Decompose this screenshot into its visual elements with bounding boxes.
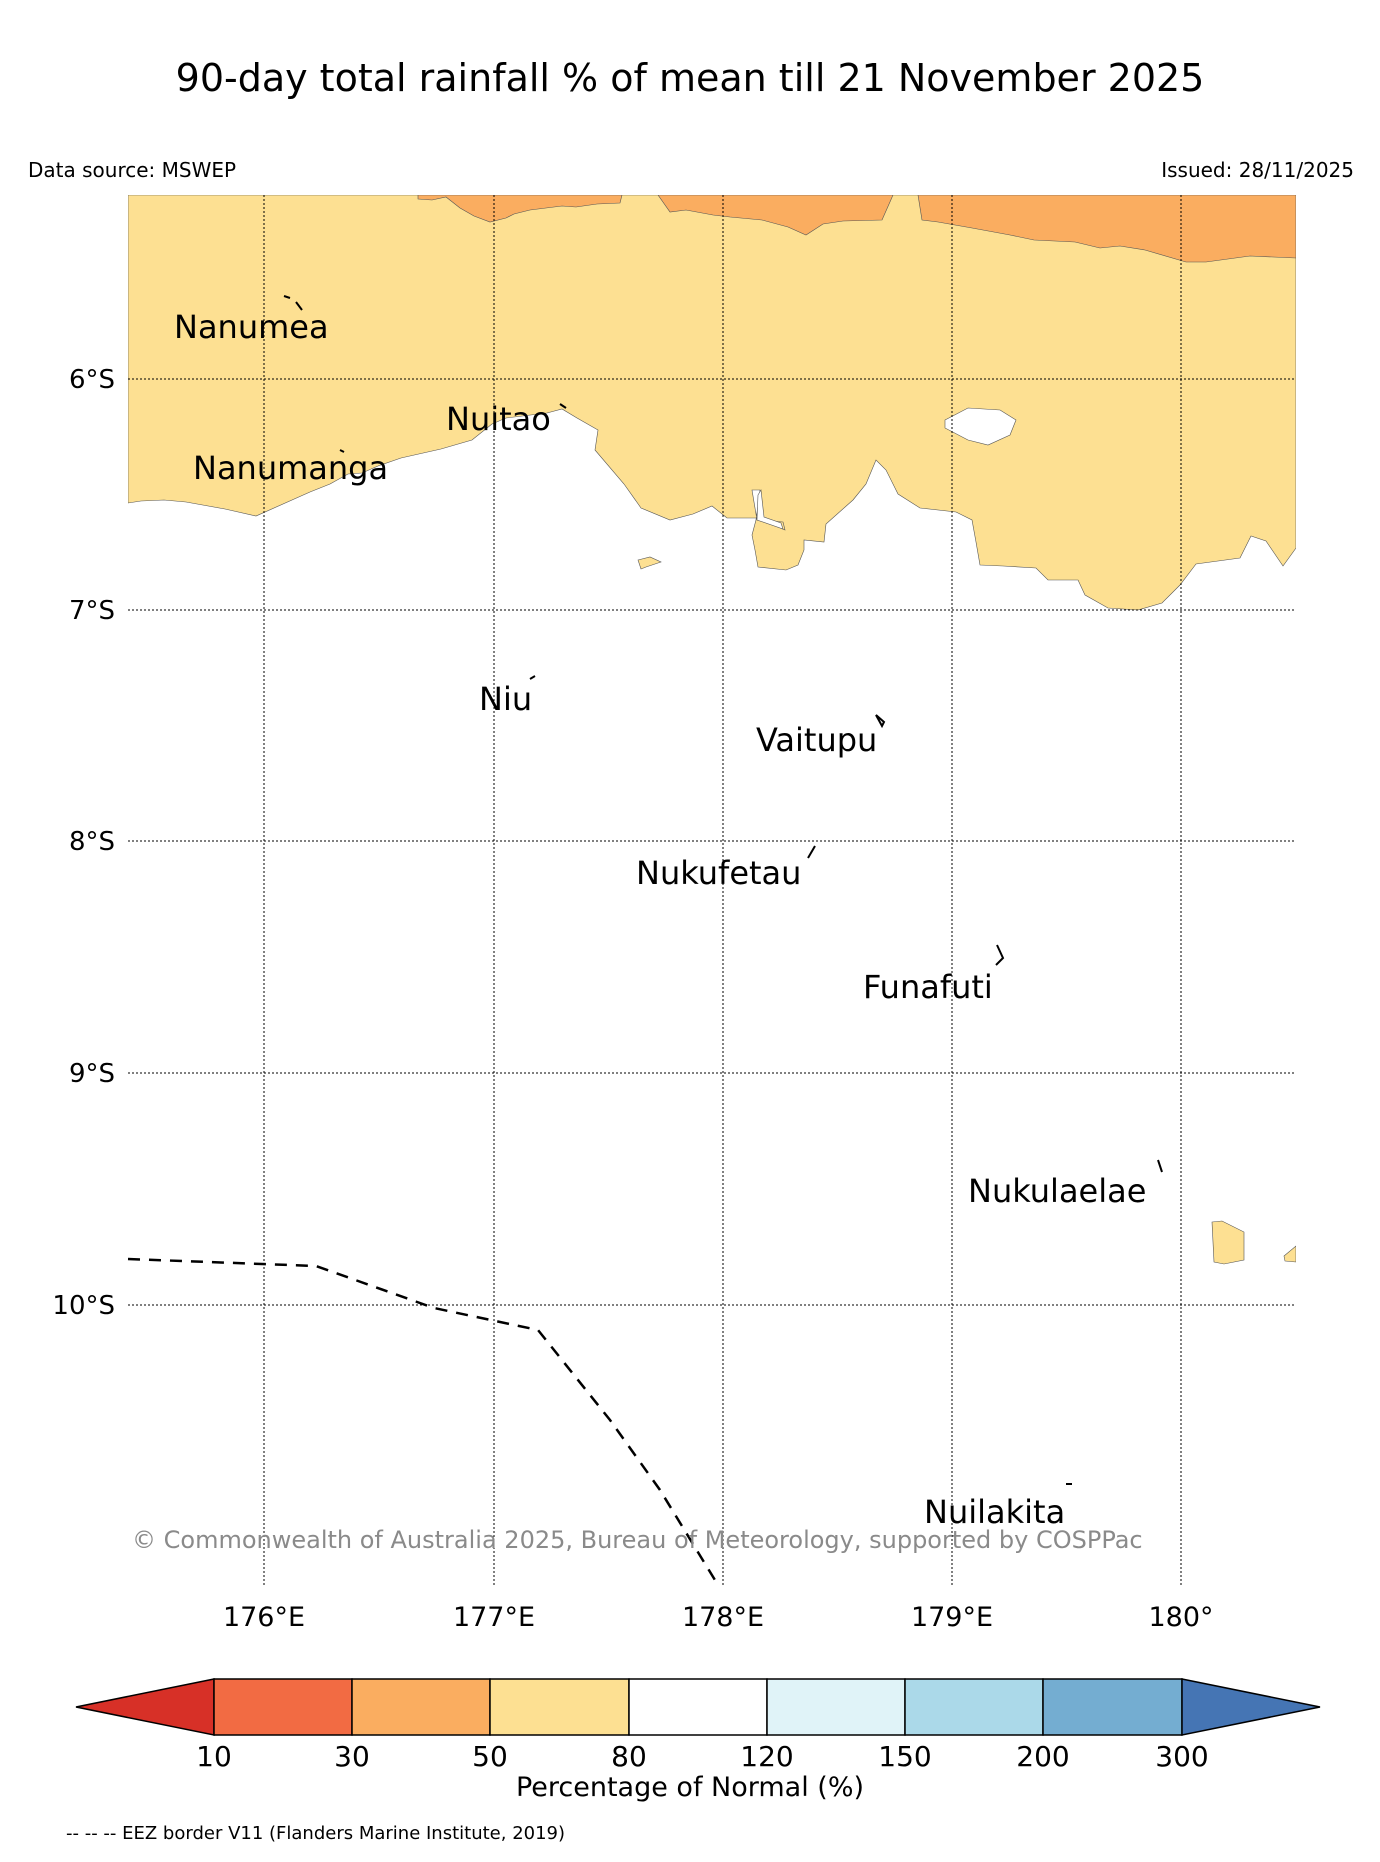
- colorbar-tick-120: 120: [740, 1740, 793, 1773]
- place-funafuti: Funafuti: [863, 968, 993, 1006]
- lat-gridlines: [128, 378, 1296, 1306]
- region-30-50-c: [917, 195, 1296, 263]
- region-30-50-a: [417, 195, 623, 223]
- colorbar-bin-120-150: [766, 1678, 906, 1736]
- nukulaelae-island-icon: [1157, 1159, 1163, 1173]
- lat-label-6s: 6°S: [69, 365, 115, 395]
- lon-label-179e: 179°E: [911, 1602, 993, 1633]
- region-50-80: [128, 195, 1296, 611]
- region-50-80-southeast-b: [1283, 1245, 1296, 1263]
- lat-labels: 6°S 7°S 8°S 9°S 10°S: [52, 365, 115, 1321]
- place-labels: Nanumea Nuitao Nanumanga Niu Vaitupu Nuk…: [174, 308, 1146, 1531]
- region-50-80-islet: [637, 556, 662, 570]
- colorbar: [75, 1678, 1321, 1736]
- issued-date: Issued: 28/11/2025: [1161, 158, 1354, 182]
- lon-label-176e: 176°E: [223, 1602, 305, 1633]
- data-source: Data source: MSWEP: [28, 158, 237, 182]
- nanumea-island-icon: [283, 295, 303, 311]
- vaitupu-island-icon: [875, 714, 886, 729]
- place-nanumanga: Nanumanga: [193, 449, 388, 487]
- rainfall-field: [128, 195, 1296, 1265]
- niu-island-icon: [529, 675, 536, 680]
- colorbar-label: Percentage of Normal (%): [515, 1772, 865, 1803]
- colorbar-arrow-above-300: [1181, 1678, 1321, 1736]
- copyright-notice: © Commonwealth of Australia 2025, Bureau…: [132, 1526, 1143, 1554]
- map-title: 90-day total rainfall % of mean till 21 …: [175, 56, 1205, 100]
- funafuti-island-icon: [995, 944, 1005, 966]
- nuitao-island-icon: [559, 403, 567, 409]
- island-outlines: [283, 295, 1163, 1485]
- place-nuilakita: Nuilakita: [924, 1493, 1065, 1531]
- place-niu: Niu: [479, 680, 532, 718]
- region-50-80-cut: [944, 407, 1017, 446]
- colorbar-bin-150-200: [904, 1678, 1044, 1736]
- colorbar-arrow-below-10: [75, 1678, 215, 1736]
- lon-label-180: 180°: [1148, 1602, 1213, 1633]
- lat-label-8s: 8°S: [69, 827, 115, 857]
- nanumanga-island-icon: [339, 449, 345, 453]
- colorbar-tick-30: 30: [334, 1740, 370, 1773]
- colorbar-tick-300: 300: [1155, 1740, 1208, 1773]
- place-nukulaelae: Nukulaelae: [968, 1172, 1146, 1210]
- colorbar-ticks: 10 30 50 80 120 150 200 300: [196, 1740, 1209, 1773]
- colorbar-bin-80-120: [628, 1678, 768, 1736]
- colorbar-tick-200: 200: [1016, 1740, 1069, 1773]
- lon-label-177e: 177°E: [453, 1602, 535, 1633]
- place-vaitupu: Vaitupu: [756, 721, 877, 759]
- lat-label-7s: 7°S: [69, 596, 115, 626]
- colorbar-bin-50-80: [489, 1678, 630, 1736]
- colorbar-tick-10: 10: [196, 1740, 232, 1773]
- lat-label-10s: 10°S: [52, 1291, 115, 1321]
- lon-labels: 176°E 177°E 178°E 179°E 180°: [223, 1602, 1214, 1633]
- colorbar-bin-200-300: [1042, 1678, 1183, 1736]
- region-50-80-southeast-a: [1211, 1220, 1245, 1265]
- place-nuitao: Nuitao: [446, 400, 551, 438]
- place-nukufetau: Nukufetau: [636, 854, 801, 892]
- lat-label-9s: 9°S: [69, 1059, 115, 1089]
- eez-border: [127, 1257, 720, 1586]
- colorbar-bin-30-50: [351, 1678, 491, 1736]
- colorbar-tick-150: 150: [878, 1740, 931, 1773]
- lon-label-178e: 178°E: [682, 1602, 764, 1633]
- region-50-80-cut-small: [756, 489, 784, 530]
- place-nanumea: Nanumea: [174, 308, 329, 346]
- colorbar-bin-10-30: [213, 1678, 353, 1736]
- colorbar-tick-50: 50: [472, 1740, 508, 1773]
- nukufetau-island-icon: [807, 845, 816, 859]
- region-30-50-b: [657, 195, 894, 236]
- colorbar-tick-80: 80: [611, 1740, 647, 1773]
- eez-legend-note: -- -- -- EEZ border V11 (Flanders Marine…: [66, 1823, 566, 1844]
